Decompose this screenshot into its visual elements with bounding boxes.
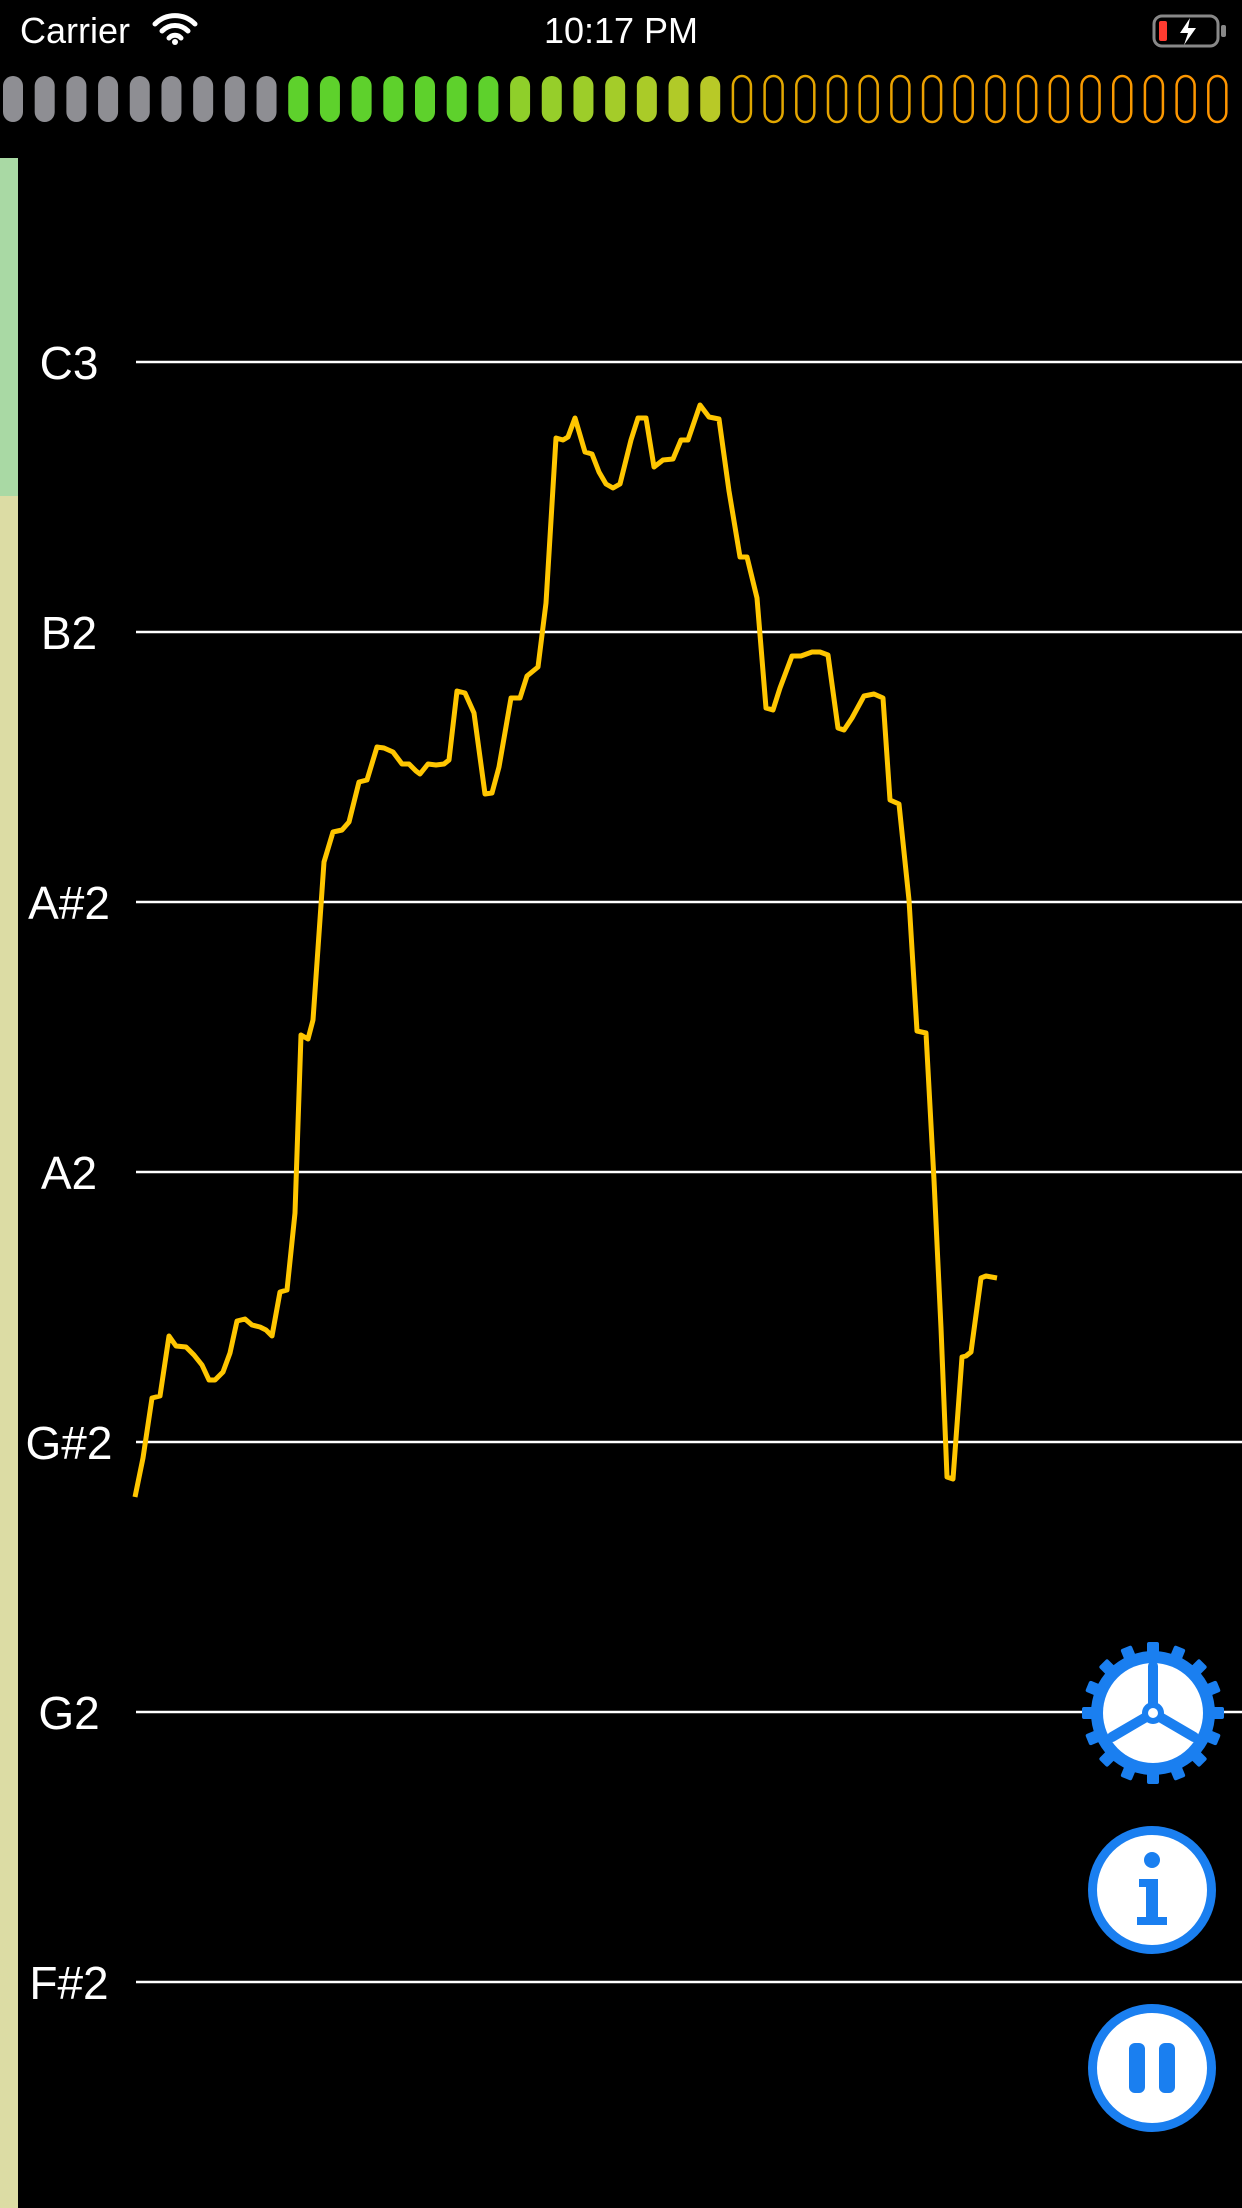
level-segment <box>795 74 816 124</box>
level-segment <box>478 76 499 122</box>
note-label-a2: A2 <box>40 1147 98 1199</box>
battery-charging-icon <box>1152 14 1228 53</box>
note-label-f-sharp-2: F#2 <box>29 1957 109 2009</box>
level-segment <box>34 76 55 122</box>
note-label-b2: B2 <box>40 607 98 659</box>
gear-tooth <box>1200 1728 1221 1746</box>
status-time: 10:17 PM <box>543 10 699 51</box>
gear-tooth <box>1187 1659 1207 1679</box>
level-segment <box>1080 74 1101 124</box>
gear-tooth <box>1120 1760 1138 1781</box>
level-segment <box>541 76 562 122</box>
note-label-g2: G2 <box>38 1687 100 1739</box>
status-bar: Carrier 10:17 PM <box>0 0 1242 62</box>
level-segment <box>605 76 626 122</box>
gear-tooth <box>1099 1747 1119 1767</box>
level-segment <box>193 76 214 122</box>
note-label-c3: C3 <box>39 337 99 389</box>
level-segment <box>858 74 879 124</box>
gear-tooth <box>1187 1747 1207 1767</box>
in-tune-zone-stripe <box>0 158 18 496</box>
level-segment <box>351 76 372 122</box>
level-segment <box>129 76 150 122</box>
level-segment <box>3 76 23 122</box>
level-segment <box>763 74 784 124</box>
info-icon <box>1088 1826 1216 1954</box>
level-segment <box>573 76 594 122</box>
info-button[interactable] <box>1085 1823 1219 1957</box>
level-segment <box>383 76 404 122</box>
wifi-icon <box>152 12 198 51</box>
level-segment <box>921 74 943 124</box>
gear-icon <box>1082 1642 1224 1784</box>
level-segment <box>1207 74 1228 124</box>
gear-tooth <box>1168 1760 1186 1781</box>
gear-tooth <box>1082 1707 1100 1719</box>
level-segment <box>161 76 182 122</box>
carrier-label: Carrier <box>20 10 131 51</box>
level-segment <box>1143 74 1165 124</box>
gear-tooth <box>1200 1680 1221 1698</box>
level-segment <box>826 74 848 124</box>
gear-tooth <box>1085 1680 1106 1698</box>
pause-icon <box>1088 2004 1216 2132</box>
level-segment <box>1175 74 1196 124</box>
level-segment <box>319 76 340 122</box>
level-segment <box>700 76 721 122</box>
level-segment <box>446 76 467 122</box>
gear-tooth <box>1168 1645 1186 1666</box>
level-segment <box>256 76 277 122</box>
note-label-g-sharp-2: G#2 <box>25 1417 113 1469</box>
range-stripe <box>0 496 18 2208</box>
level-segment <box>66 76 87 122</box>
settings-button[interactable] <box>1078 1638 1228 1788</box>
level-segment <box>415 76 435 122</box>
level-segment <box>1111 74 1133 124</box>
gear-tooth <box>1099 1659 1119 1679</box>
level-segment <box>890 74 911 124</box>
gear-tooth <box>1147 1766 1159 1784</box>
gear-tooth <box>1085 1728 1106 1746</box>
level-segment <box>224 76 245 122</box>
note-label-a-sharp-2: A#2 <box>28 877 110 929</box>
level-segment <box>288 76 309 122</box>
level-segment <box>98 76 119 122</box>
level-segment <box>636 76 657 122</box>
level-segment <box>668 76 689 122</box>
level-segment <box>731 74 753 124</box>
level-segment <box>985 74 1006 124</box>
input-level-meter <box>0 73 1242 125</box>
level-segment <box>953 74 975 124</box>
pause-button[interactable] <box>1085 2001 1219 2135</box>
gear-tooth <box>1147 1642 1159 1660</box>
level-segment <box>1048 74 1070 124</box>
pitch-trace <box>132 402 998 1498</box>
gear-tooth <box>1120 1645 1138 1666</box>
gear-tooth <box>1206 1707 1224 1719</box>
level-segment <box>1016 74 1038 124</box>
level-segment <box>510 76 531 122</box>
